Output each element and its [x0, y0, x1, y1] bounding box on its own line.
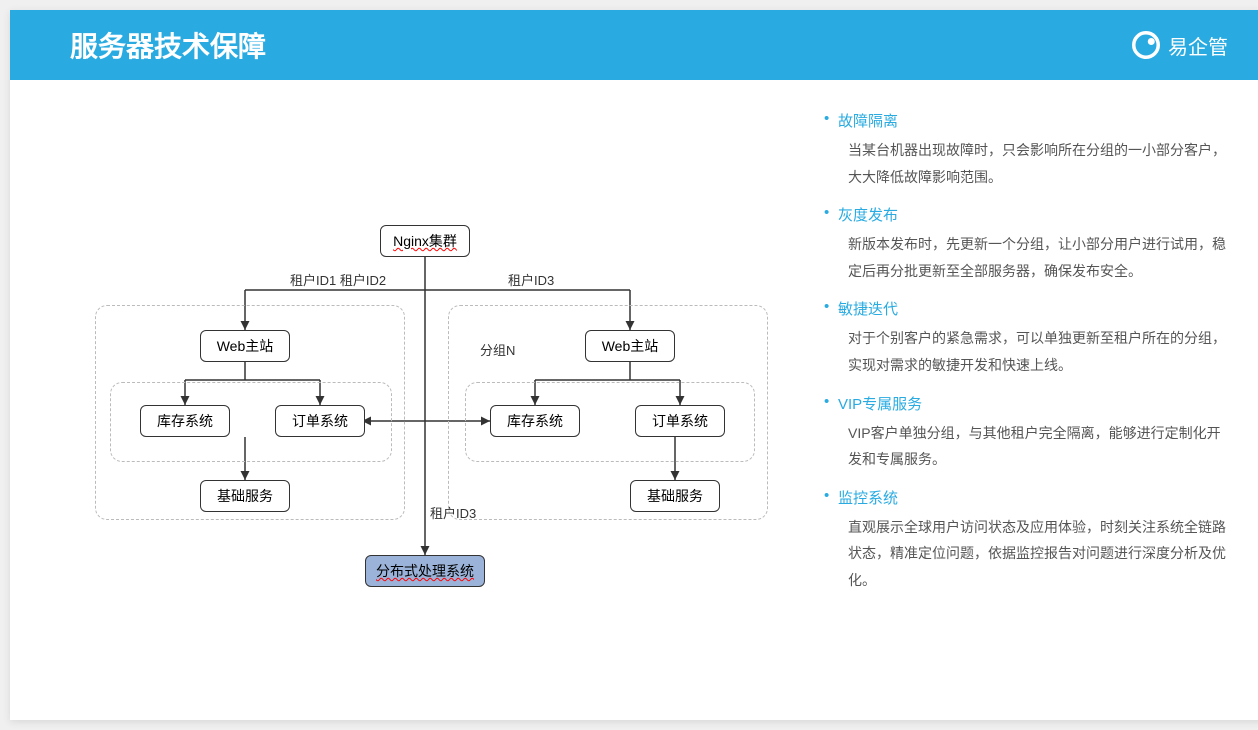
node-dist: 分布式处理系统 [365, 555, 485, 587]
architecture-diagram: Nginx集群 Web主站 Web主站库存系统 订单系统 库存系统 订单系统基础服务 基础服… [10, 80, 810, 720]
feature-title: 故障隔离 [820, 110, 1228, 131]
feature-list: 故障隔离当某台机器出现故障时，只会影响所在分组的一小部分客户，大大降低故障影响范… [810, 80, 1258, 720]
node-web1: Web主站 [200, 330, 290, 362]
feature-desc: 当某台机器出现故障时，只会影响所在分组的一小部分客户，大大降低故障影响范围。 [820, 137, 1228, 190]
node-web2: Web主站 [585, 330, 675, 362]
node-nginx: Nginx集群 [380, 225, 470, 257]
content: Nginx集群 Web主站 Web主站库存系统 订单系统 库存系统 订单系统基础服务 基础服… [10, 80, 1258, 720]
node-jc1: 基础服务 [200, 480, 290, 512]
brand-logo: 易企管 [1132, 31, 1228, 60]
node-jc2: 基础服务 [630, 480, 720, 512]
diagram-label: 租户ID1 租户ID2 [290, 270, 386, 289]
logo-icon [1132, 31, 1160, 59]
slide: 服务器技术保障 易企管 Nginx集群Web主站Web主站库存系统订单 [10, 10, 1258, 720]
node-dd1: 订单系统 [275, 405, 365, 437]
feature-title: VIP专属服务 [820, 393, 1228, 414]
feature-desc: 新版本发布时，先更新一个分组，让小部分用户进行试用，稳定后再分批更新至全部服务器… [820, 231, 1228, 284]
feature-item: 敏捷迭代对于个别客户的紧急需求，可以单独更新至租户所在的分组，实现对需求的敏捷开… [820, 298, 1228, 378]
feature-desc: 直观展示全球用户访问状态及应用体验，时刻关注系统全链路状态，精准定位问题，依据监… [820, 514, 1228, 594]
node-dd2: 订单系统 [635, 405, 725, 437]
diagram-label: 分组N [480, 340, 515, 359]
node-kc1: 库存系统 [140, 405, 230, 437]
diagram-label: 租户ID3 [508, 270, 554, 289]
diagram-label: 租户ID3 [430, 503, 476, 522]
logo-text: 易企管 [1168, 31, 1228, 60]
feature-title: 敏捷迭代 [820, 298, 1228, 319]
feature-title: 监控系统 [820, 487, 1228, 508]
header-bar: 服务器技术保障 易企管 [10, 10, 1258, 80]
node-kc2: 库存系统 [490, 405, 580, 437]
feature-item: VIP专属服务 VIP客户单独分组，与其他租户完全隔离，能够进行定制化开发和专属服… [820, 393, 1228, 473]
slide-title: 服务器技术保障 [70, 25, 266, 65]
feature-desc: VIP客户单独分组，与其他租户完全隔离，能够进行定制化开发和专属服务。 [820, 420, 1228, 473]
feature-desc: 对于个别客户的紧急需求，可以单独更新至租户所在的分组，实现对需求的敏捷开发和快速… [820, 325, 1228, 378]
feature-item: 故障隔离当某台机器出现故障时，只会影响所在分组的一小部分客户，大大降低故障影响范… [820, 110, 1228, 190]
feature-item: 灰度发布新版本发布时，先更新一个分组，让小部分用户进行试用，稳定后再分批更新至全… [820, 204, 1228, 284]
feature-item: 监控系统直观展示全球用户访问状态及应用体验，时刻关注系统全链路状态，精准定位问题… [820, 487, 1228, 594]
feature-title: 灰度发布 [820, 204, 1228, 225]
